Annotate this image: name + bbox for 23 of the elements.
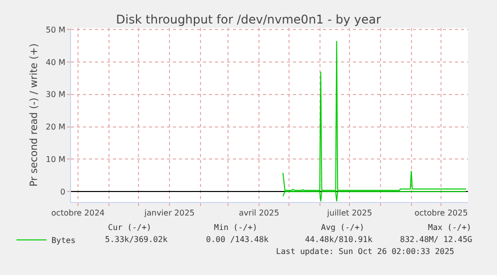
x-tick-label: juillet 2025 [326,208,372,218]
chart-title: Disk throughput for /dev/nvme0n1 - by year [116,12,382,26]
legend-label: Bytes [51,236,76,246]
text: Last update: Sun Oct 26 02:00:33 2025 [276,247,454,256]
x-tick-label: octobre 2025 [414,208,468,218]
text: 5.33k/369.02k [105,235,168,244]
y-tick-label: 0 [60,187,66,196]
x-tick-label: janvier 2025 [143,208,195,218]
text: Max (-/+) [428,223,472,232]
text: Cur (-/+) [108,223,152,232]
text: 44.48k/810.91k [305,235,373,244]
text: Avg (-/+) [321,223,364,232]
y-tick-label: 20 M [46,122,66,132]
text: 832.48M/ 12.45G [400,235,472,244]
y-axis-title: Pr second read (-) / write (+) [28,43,40,187]
text: 0.00 /143.48k [206,235,269,244]
y-tick-label: 30 M [46,90,66,100]
y-tick-label: 50 M [46,25,66,34]
y-tick-label: 40 M [46,58,66,67]
y-tick-label: 10 M [46,155,66,164]
x-tick-label: avril 2025 [238,208,280,218]
x-tick-label: octobre 2024 [51,208,105,218]
text: Min (-/+) [214,223,258,232]
